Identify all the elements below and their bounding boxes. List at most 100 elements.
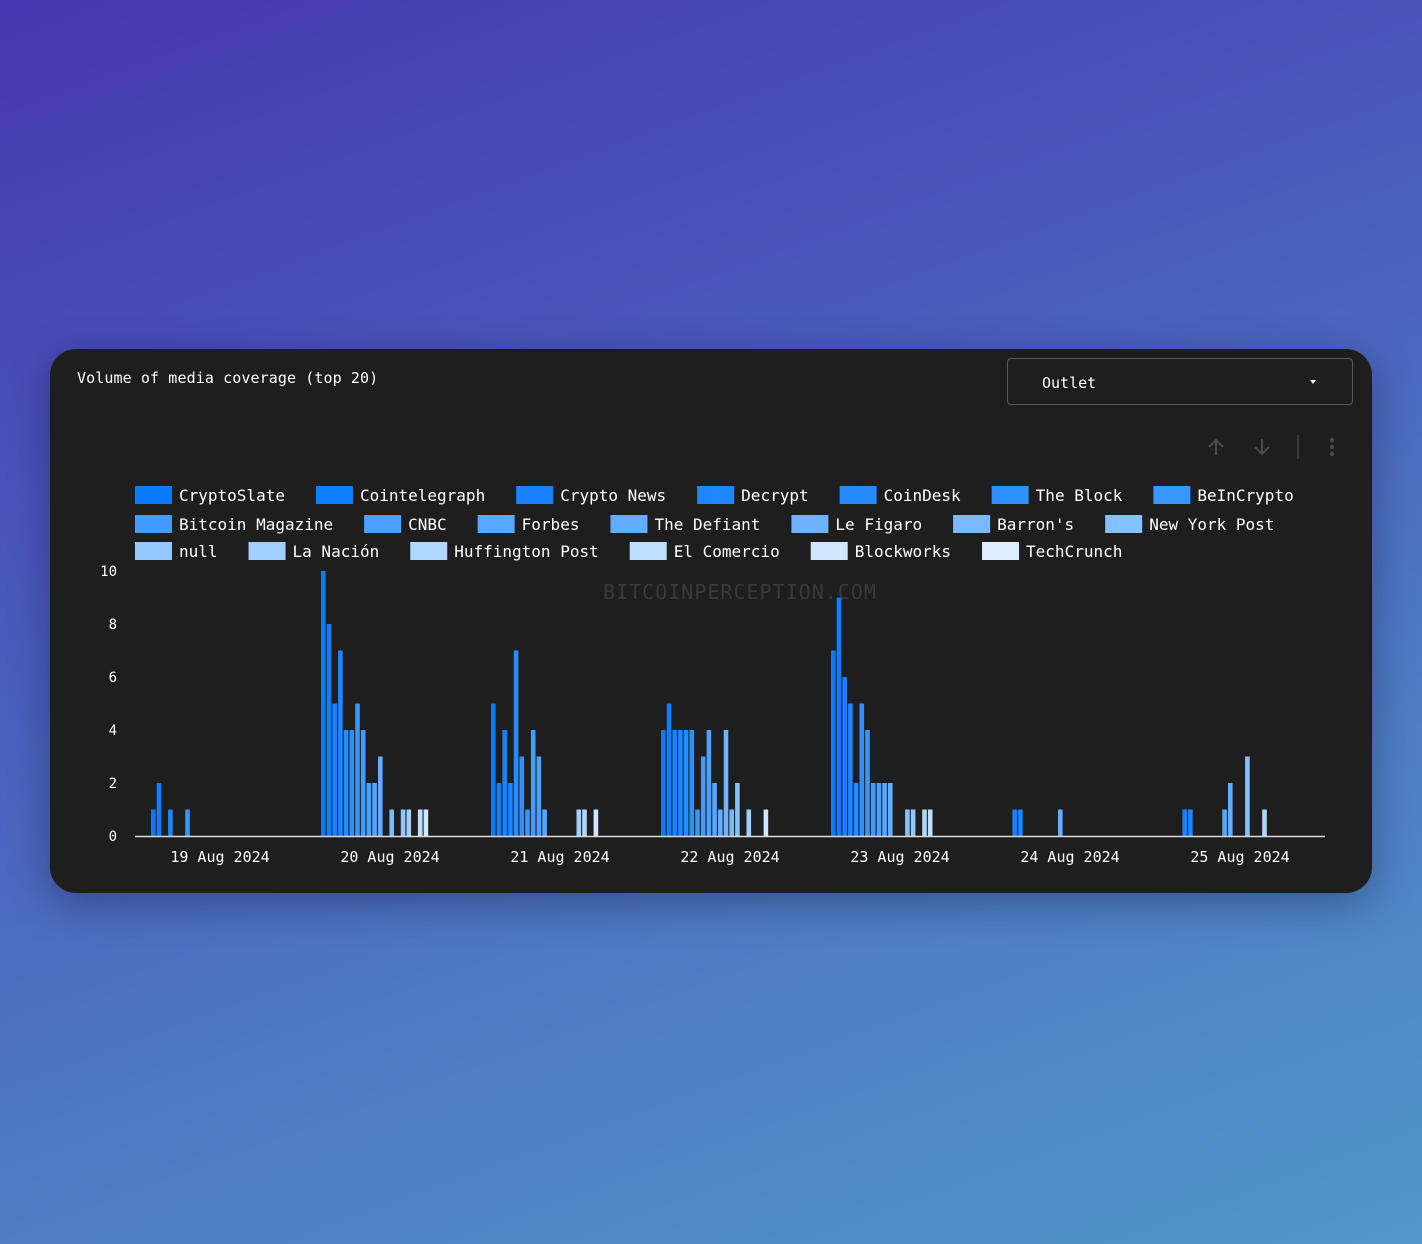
bar-new-york-post-4[interactable] xyxy=(905,809,910,837)
bar-cryptoslate-0[interactable] xyxy=(151,809,156,837)
bar-bitcoin-magazine-4[interactable] xyxy=(870,783,876,836)
legend-item-le-figaro[interactable]: Le Figaro xyxy=(791,515,922,534)
bar-cointelegraph-2[interactable] xyxy=(496,783,502,836)
bar-crypto-news-2[interactable] xyxy=(502,730,507,836)
bar-forbes-6[interactable] xyxy=(1222,809,1227,837)
bar-beincrypto-3[interactable] xyxy=(695,809,700,837)
more-vertical-icon[interactable] xyxy=(1320,435,1344,459)
bar-the-defiant-1[interactable] xyxy=(378,756,383,837)
bar-crypto-news-4[interactable] xyxy=(842,677,847,836)
bar-the-block-3[interactable] xyxy=(689,730,695,836)
arrow-down-icon[interactable] xyxy=(1250,435,1274,459)
bar-null-4[interactable] xyxy=(910,809,916,837)
bar-coindesk-4[interactable] xyxy=(853,783,859,836)
bar-cointelegraph-0[interactable] xyxy=(156,783,162,836)
bar-cryptoslate-4[interactable] xyxy=(831,650,836,837)
legend-item-cnbc[interactable]: CNBC xyxy=(364,515,447,534)
bar-forbes-2[interactable] xyxy=(542,809,547,837)
bar-cointelegraph-4[interactable] xyxy=(836,597,842,837)
bar-beincrypto-0[interactable] xyxy=(185,809,190,837)
bar-la-naci-n-1[interactable] xyxy=(406,809,412,837)
bar-el-comercio-4[interactable] xyxy=(927,809,933,837)
bar-bitcoin-magazine-3[interactable] xyxy=(700,756,706,837)
bar-huffington-post-6[interactable] xyxy=(1262,809,1267,837)
legend-item-null[interactable]: null xyxy=(135,542,218,561)
legend-item-blockworks[interactable]: Blockworks xyxy=(810,542,951,561)
bar-barron-s-3[interactable] xyxy=(729,809,734,837)
arrow-up-icon[interactable] xyxy=(1204,435,1228,459)
legend-item-coindesk[interactable]: CoinDesk xyxy=(839,486,961,505)
bar-forbes-3[interactable] xyxy=(712,783,717,836)
bar-cnbc-1[interactable] xyxy=(366,783,372,836)
legend-item-decrypt[interactable]: Decrypt xyxy=(697,486,809,505)
bar-crypto-news-5[interactable] xyxy=(1012,809,1017,837)
bar-null-1[interactable] xyxy=(400,809,406,837)
bar-la-naci-n-3[interactable] xyxy=(746,809,752,837)
y-tick-label: 0 xyxy=(109,829,117,845)
legend-item-la-naci-n[interactable]: La Nación xyxy=(248,542,380,561)
bar-crypto-news-3[interactable] xyxy=(672,730,677,836)
legend-item-el-comercio[interactable]: El Comercio xyxy=(629,542,780,561)
bar-cointelegraph-3[interactable] xyxy=(666,703,672,837)
bar-coindesk-2[interactable] xyxy=(513,650,519,837)
legend-item-bitcoin-magazine[interactable]: Bitcoin Magazine xyxy=(135,515,333,534)
bar-la-naci-n-2[interactable] xyxy=(576,809,582,837)
legend-item-cryptoslate[interactable]: CryptoSlate xyxy=(135,486,285,505)
bar-coindesk-3[interactable] xyxy=(683,730,689,836)
bar-le-figaro-3[interactable] xyxy=(723,730,729,836)
bar-forbes-1[interactable] xyxy=(372,783,377,836)
bar-decrypt-6[interactable] xyxy=(1188,809,1193,837)
bar-decrypt-4[interactable] xyxy=(848,703,853,837)
legend-item-cointelegraph[interactable]: Cointelegraph xyxy=(315,486,485,505)
bar-decrypt-2[interactable] xyxy=(508,783,513,836)
legend-swatch xyxy=(629,542,667,560)
bar-the-defiant-3[interactable] xyxy=(718,809,723,837)
bar-beincrypto-4[interactable] xyxy=(865,730,870,836)
bar-the-block-2[interactable] xyxy=(519,756,525,837)
bar-the-defiant-6[interactable] xyxy=(1228,783,1233,836)
legend-item-new-york-post[interactable]: New York Post xyxy=(1105,515,1274,534)
legend-item-forbes[interactable]: Forbes xyxy=(477,515,580,534)
legend-swatch xyxy=(315,486,353,504)
bar-crypto-news-6[interactable] xyxy=(1182,809,1187,837)
bar-bitcoin-magazine-2[interactable] xyxy=(530,730,536,836)
bar-barron-s-1[interactable] xyxy=(389,809,394,837)
legend-item-barron-s[interactable]: Barron's xyxy=(953,515,1074,534)
bar-beincrypto-1[interactable] xyxy=(355,703,360,837)
bar-the-block-1[interactable] xyxy=(349,730,355,836)
bar-the-block-4[interactable] xyxy=(859,703,865,837)
legend-item-techcrunch[interactable]: TechCrunch xyxy=(982,542,1122,561)
bar-cointelegraph-1[interactable] xyxy=(326,624,332,836)
bar-cryptoslate-1[interactable] xyxy=(321,571,326,836)
bar-the-defiant-4[interactable] xyxy=(888,783,893,836)
bar-new-york-post-6[interactable] xyxy=(1245,756,1250,837)
legend-item-beincrypto[interactable]: BeInCrypto xyxy=(1153,486,1294,505)
bar-blockworks-3[interactable] xyxy=(763,809,769,837)
legend-item-crypto-news[interactable]: Crypto News xyxy=(516,486,666,505)
bar-decrypt-5[interactable] xyxy=(1018,809,1023,837)
legend-item-the-defiant[interactable]: The Defiant xyxy=(610,515,760,534)
bar-cnbc-4[interactable] xyxy=(876,783,882,836)
bar-cryptoslate-3[interactable] xyxy=(661,730,666,836)
bar-decrypt-0[interactable] xyxy=(168,809,173,837)
bar-huffington-post-2[interactable] xyxy=(582,809,587,837)
bar-blockworks-2[interactable] xyxy=(593,809,599,837)
bar-decrypt-3[interactable] xyxy=(678,730,683,836)
legend-item-huffington-post[interactable]: Huffington Post xyxy=(410,542,599,561)
bar-beincrypto-2[interactable] xyxy=(525,809,530,837)
legend-item-the-block[interactable]: The Block xyxy=(991,486,1123,505)
bar-cnbc-3[interactable] xyxy=(706,730,712,836)
bar-huffington-post-4[interactable] xyxy=(922,809,927,837)
bar-el-comercio-1[interactable] xyxy=(417,809,423,837)
bar-cryptoslate-2[interactable] xyxy=(491,703,496,837)
bar-blockworks-1[interactable] xyxy=(423,809,429,837)
bar-the-defiant-5[interactable] xyxy=(1058,809,1063,837)
bar-crypto-news-1[interactable] xyxy=(332,703,337,837)
bar-bitcoin-magazine-1[interactable] xyxy=(360,730,366,836)
bar-coindesk-1[interactable] xyxy=(343,730,349,836)
bar-new-york-post-3[interactable] xyxy=(735,783,740,836)
group-by-select[interactable]: Outlet xyxy=(1007,358,1353,405)
bar-forbes-4[interactable] xyxy=(882,783,887,836)
bar-cnbc-2[interactable] xyxy=(536,756,542,837)
bar-decrypt-1[interactable] xyxy=(338,650,343,837)
